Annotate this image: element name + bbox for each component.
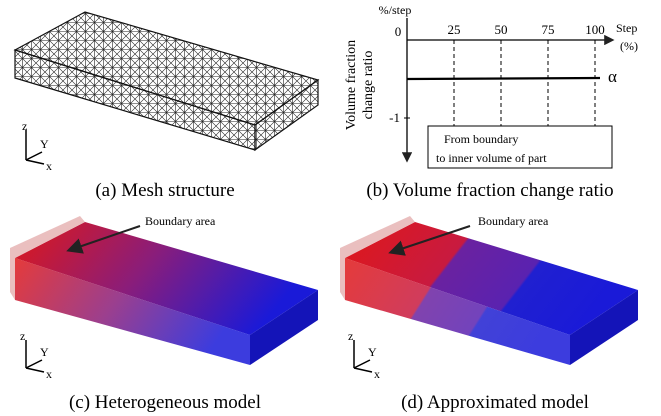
axis-x: x bbox=[46, 159, 52, 173]
mesh-panel: z Y x (a) Mesh structure bbox=[15, 12, 318, 201]
caption: (a) Mesh structure bbox=[95, 180, 234, 201]
x-tick-label: 0 bbox=[395, 24, 402, 39]
axis-z: z bbox=[20, 329, 25, 343]
x-unit: (%) bbox=[620, 39, 638, 53]
caption: (b) Volume fraction change ratio bbox=[366, 180, 613, 201]
x-tick-label: 75 bbox=[542, 22, 555, 37]
axis-y: Y bbox=[40, 137, 49, 151]
axis-x: x bbox=[46, 367, 52, 381]
axis-x: x bbox=[374, 367, 380, 381]
y-label: change ratio bbox=[361, 51, 376, 120]
ratio-line bbox=[407, 78, 600, 79]
caption: (d) Approximated model bbox=[401, 392, 589, 413]
x-tick-label: 50 bbox=[495, 22, 508, 37]
ratio-plot: From boundary to inner volume of part α … bbox=[344, 3, 638, 201]
axis-z: z bbox=[22, 119, 27, 133]
approximated-panel: Boundary area z Y x (d) Approximated mod… bbox=[340, 214, 638, 413]
x-label: Step bbox=[616, 21, 637, 35]
x-tick-label: 100 bbox=[585, 22, 605, 37]
heterogeneous-panel: Boundary area z Y x (c) Heterogeneous mo… bbox=[10, 214, 318, 413]
annotation: Boundary area bbox=[478, 214, 549, 228]
series-label: α bbox=[608, 67, 617, 86]
x-tick-label: 25 bbox=[448, 22, 461, 37]
y-unit: %/step bbox=[379, 3, 412, 17]
caption: (c) Heterogeneous model bbox=[69, 392, 261, 413]
axis-y: Y bbox=[40, 345, 49, 359]
note-line: From boundary bbox=[444, 132, 518, 146]
annotation: Boundary area bbox=[145, 214, 216, 228]
y-tick-label: -1 bbox=[389, 110, 400, 125]
y-label: Volume fraction bbox=[344, 40, 359, 130]
note-line: to inner volume of part bbox=[436, 151, 547, 165]
figure: z Y x (a) Mesh structure From boundary t… bbox=[0, 0, 661, 416]
axis-z: z bbox=[348, 329, 353, 343]
axis-y: Y bbox=[368, 345, 377, 359]
